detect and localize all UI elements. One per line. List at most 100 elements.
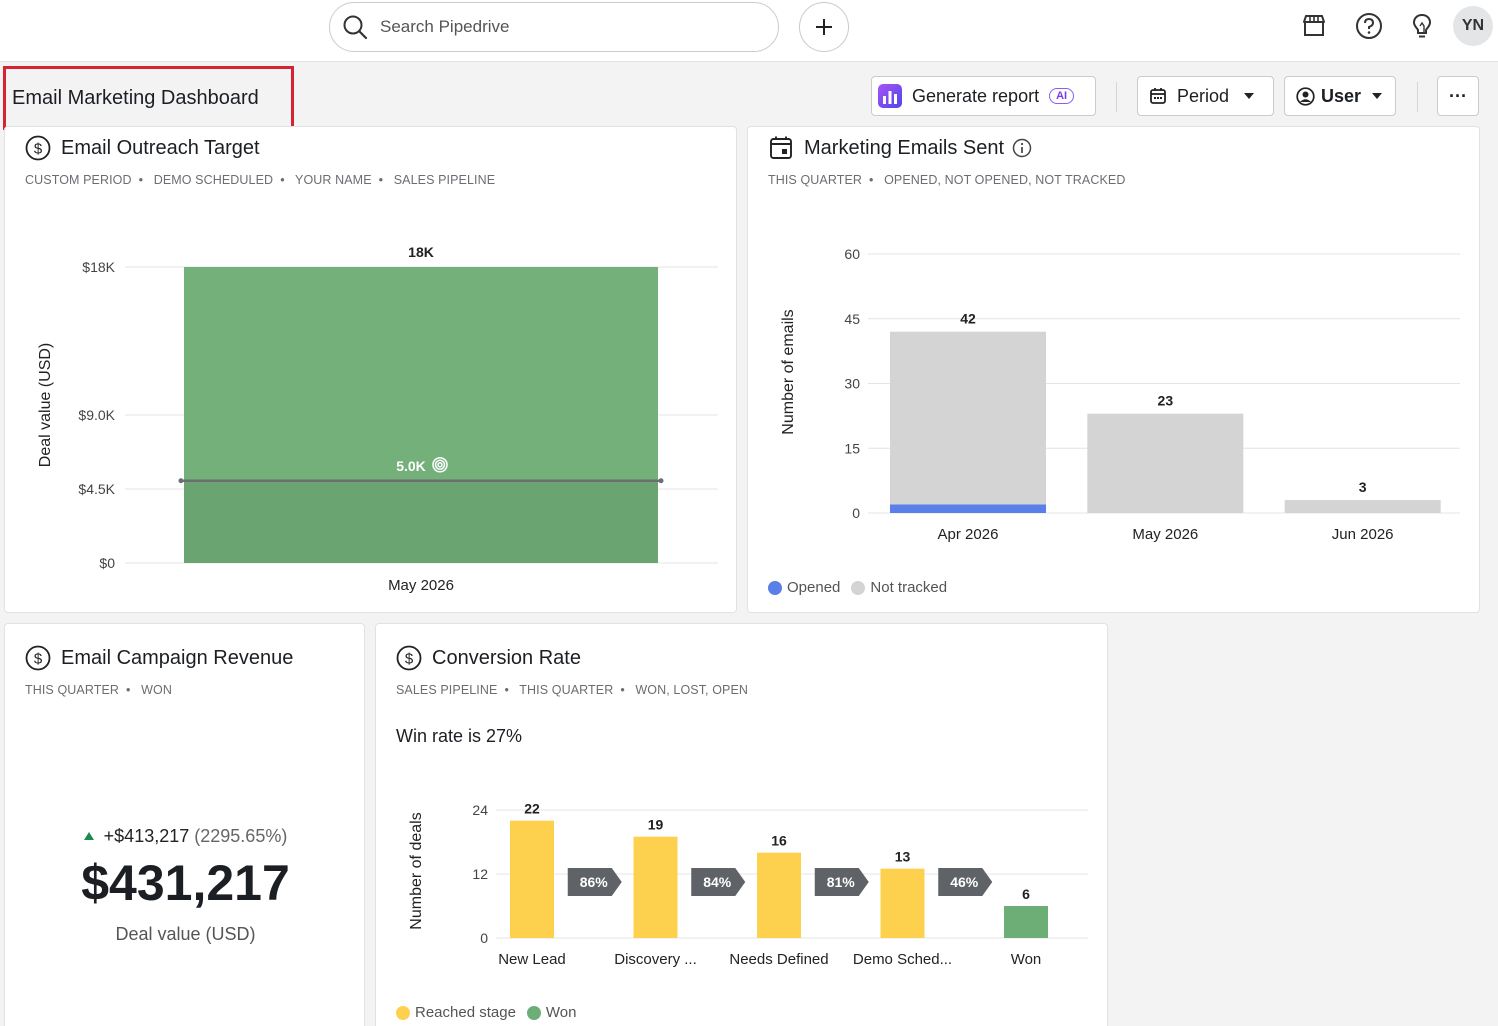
y-tick-label: 15	[844, 440, 860, 456]
arrow-up-icon	[83, 832, 94, 840]
y-tick-label: 24	[472, 802, 488, 818]
lightbulb-icon	[1412, 13, 1432, 38]
card-filters: SALES PIPELINE • THIS QUARTER • WON, LOST,…	[396, 683, 749, 697]
info-icon[interactable]	[1012, 138, 1032, 158]
conversion-chart: 0 12 24 Number of deals 22 New Lead 86% 19 Disco…	[408, 801, 1088, 968]
period-label: Period	[1177, 85, 1230, 106]
legend-item-reached-stage[interactable]: Reached stage	[396, 1004, 516, 1021]
revenue-change: +$413,217 (2295.65%)	[5, 826, 366, 847]
legend-swatch	[396, 1005, 410, 1020]
card-title-row: $ Email Campaign Revenue	[25, 645, 293, 671]
filter-tag: SALES PIPELINE	[393, 173, 496, 187]
bar-data-label: 19	[648, 817, 664, 833]
calendar-icon	[1150, 88, 1166, 104]
y-tick-label: $0	[99, 555, 115, 571]
filter-tag: THIS QUARTER	[25, 683, 120, 697]
emails-sent-card[interactable]: Marketing Emails Sent THIS QUARTER • OPEN…	[747, 126, 1480, 613]
filter-tag: THIS QUARTER	[768, 173, 863, 187]
dollar-circle-icon: $	[25, 645, 51, 671]
ai-badge: AI	[1049, 88, 1075, 104]
help-button[interactable]	[1354, 11, 1384, 41]
plus-icon	[816, 19, 832, 35]
outreach-target-card[interactable]: $ Email Outreach Target CUSTOM PERIOD • D…	[4, 126, 737, 613]
period-dropdown[interactable]: Period	[1137, 76, 1274, 116]
legend-label: Reached stage	[415, 1004, 516, 1021]
target-label: 5.0K	[396, 458, 426, 474]
card-title: Email Campaign Revenue	[61, 646, 294, 669]
legend-item-opened[interactable]: Opened	[768, 579, 840, 596]
funnel-bar	[1004, 906, 1048, 938]
y-axis-label: Deal value (USD)	[37, 343, 54, 467]
report-chart-icon	[878, 84, 902, 108]
funnel-bar	[757, 852, 801, 938]
y-tick-label: $18K	[82, 259, 115, 275]
y-tick-label: 45	[844, 311, 860, 327]
x-tick-label: Needs Defined	[729, 951, 828, 968]
marketplace-icon	[1303, 15, 1325, 36]
help-icon	[1356, 13, 1382, 39]
conversion-label: 46%	[950, 874, 979, 890]
filter-tag: SALES PIPELINE	[396, 683, 498, 697]
win-rate-text: Win rate is 27%	[396, 726, 523, 746]
generate-report-label: Generate report	[912, 85, 1040, 106]
conversion-label: 81%	[827, 874, 856, 890]
svg-text:$: $	[405, 651, 414, 668]
x-tick-label: Won	[1011, 951, 1042, 968]
y-tick-label: 12	[472, 866, 488, 882]
search-icon	[343, 15, 368, 40]
y-axis-label: Number of emails	[780, 309, 797, 434]
conversion-arrow	[691, 868, 746, 896]
y-tick-label: 0	[852, 505, 860, 521]
more-options-button[interactable]: ···	[1437, 76, 1479, 116]
funnel-bar	[880, 868, 925, 938]
revenue-value-label: Deal value (USD)	[115, 924, 256, 944]
card-title-row: $ Email Outreach Target	[25, 135, 260, 161]
chart-legend: Opened Not tracked	[768, 579, 958, 596]
legend-item-won[interactable]: Won	[526, 1004, 577, 1021]
y-tick-label: 30	[844, 376, 860, 392]
x-tick-label: Demo Sched...	[853, 951, 952, 968]
conversion-arrow	[567, 868, 622, 896]
filter-tag: CUSTOM PERIOD	[25, 173, 132, 187]
x-tick-label: May 2026	[388, 577, 454, 594]
campaign-revenue-card[interactable]: $ Email Campaign Revenue THIS QUARTER • W…	[4, 623, 365, 1026]
generate-report-button[interactable]: Generate report AI	[871, 76, 1096, 116]
user-avatar[interactable]: YN	[1453, 6, 1493, 46]
bar-segment	[1087, 413, 1244, 513]
bar-below-target	[184, 480, 658, 563]
y-tick-label: $4.5K	[78, 481, 115, 497]
svg-text:$: $	[34, 141, 43, 158]
add-button[interactable]	[799, 2, 849, 52]
ideas-button[interactable]	[1407, 11, 1437, 41]
bar-data-label: 42	[960, 311, 976, 327]
conversion-arrow	[814, 868, 869, 896]
conversion-rate-card[interactable]: $ Conversion Rate SALES PIPELINE • THIS Q…	[375, 623, 1108, 1026]
filter-tag: THIS QUARTER	[519, 683, 614, 697]
marketplace-button[interactable]	[1299, 11, 1329, 41]
user-label: User	[1321, 85, 1362, 106]
legend-item-not-tracked[interactable]: Not tracked	[851, 579, 947, 596]
legend-label: Won	[545, 1004, 577, 1021]
bar-data-label: 13	[895, 849, 911, 865]
bar-segment	[1284, 500, 1441, 513]
funnel-bar	[633, 836, 678, 938]
dollar-circle-icon: $	[396, 645, 422, 671]
bar-data-label: 6	[1022, 886, 1030, 902]
bar-segment	[890, 331, 1046, 505]
filter-tag: WON, LOST, OPEN	[635, 683, 749, 697]
funnel-bar	[510, 820, 554, 938]
legend-swatch	[851, 580, 866, 595]
outreach-chart: $0 $4.5K $9.0K $18K Deal value (USD) 5.0K 18K M…	[37, 244, 718, 594]
user-dropdown[interactable]: User	[1284, 76, 1396, 116]
target-line-end	[658, 478, 664, 484]
card-title: Email Outreach Target	[61, 136, 260, 159]
search-input[interactable]	[380, 17, 740, 37]
filter-tag: YOUR NAME	[295, 173, 372, 187]
filter-tag: OPENED, NOT OPENED, NOT TRACKED	[884, 173, 1126, 187]
conversion-label: 84%	[703, 874, 732, 890]
search-box[interactable]	[329, 2, 779, 52]
emails-sent-chart: 0 15 30 45 60 Number of emails 42 Apr 2026 23 May…	[780, 246, 1460, 543]
conversion-label: 86%	[580, 874, 609, 890]
card-filters: THIS QUARTER • WON	[25, 683, 172, 697]
calendar-icon	[770, 136, 792, 159]
